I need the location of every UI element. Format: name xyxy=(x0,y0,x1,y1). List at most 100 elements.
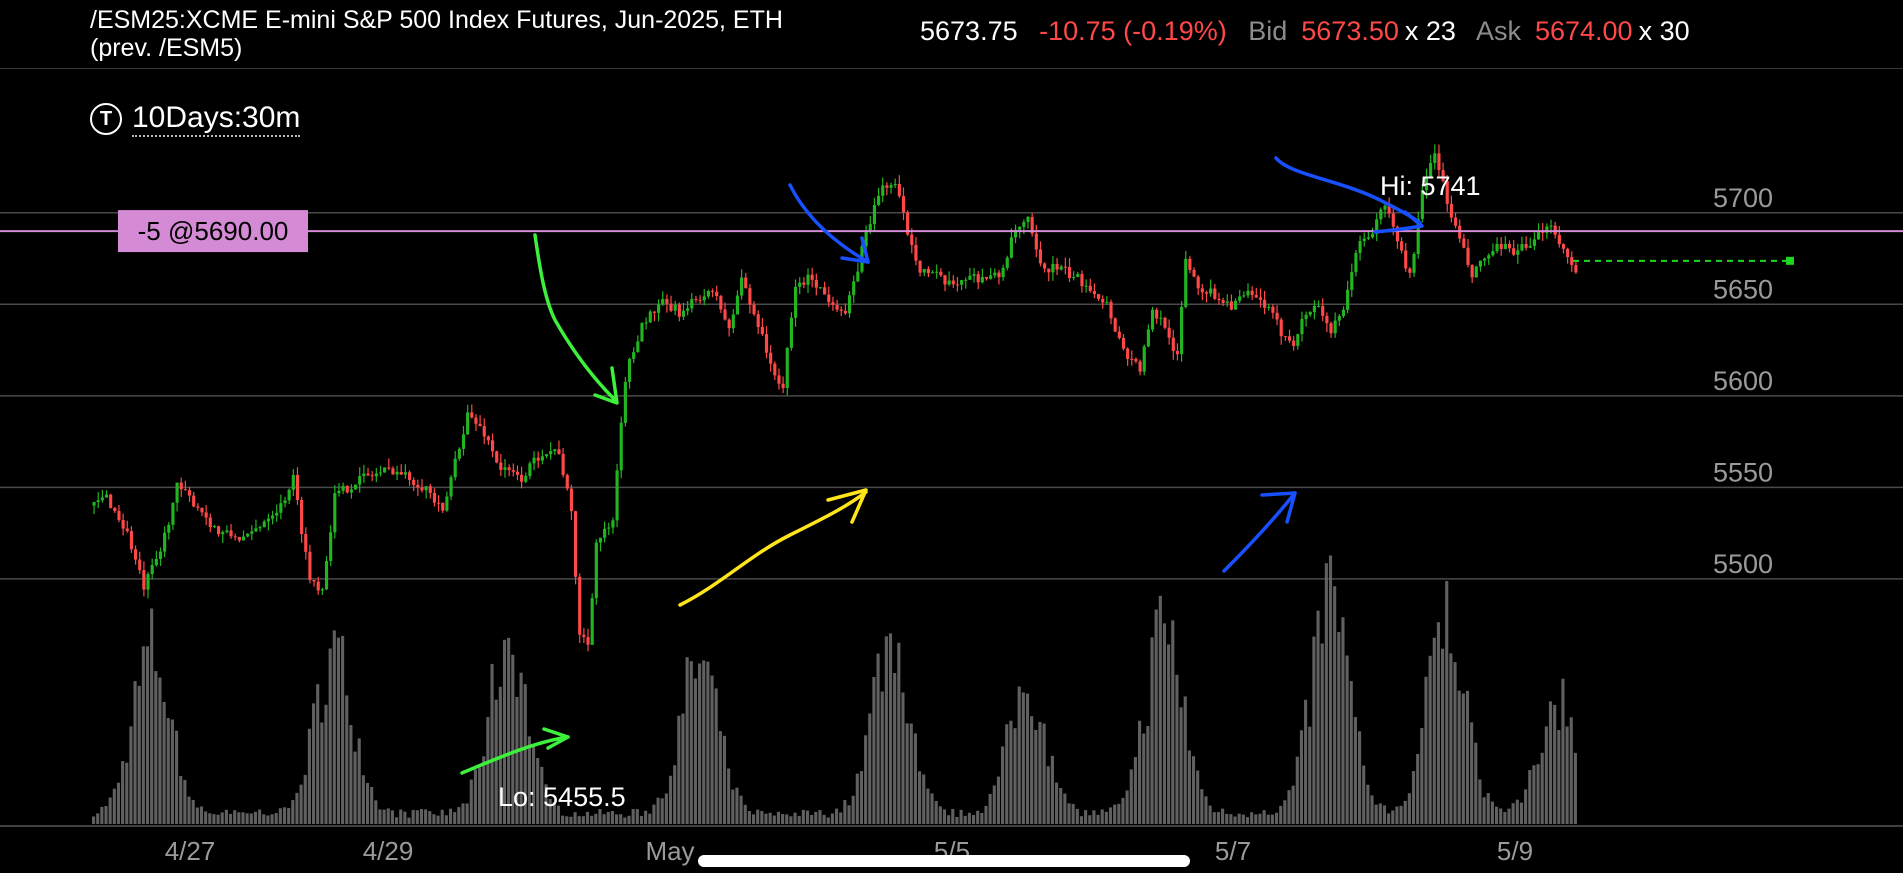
volume-bar xyxy=(1200,789,1204,824)
candle-body xyxy=(1063,266,1067,268)
volume-bar xyxy=(1345,655,1349,824)
candle-body xyxy=(1233,300,1238,310)
volume-bar xyxy=(561,815,565,824)
candle-body xyxy=(179,482,183,490)
candle-body xyxy=(598,537,603,543)
volume-bar xyxy=(1548,701,1553,824)
candle-body xyxy=(677,304,681,317)
candle-body xyxy=(113,507,117,511)
candle-body xyxy=(582,634,586,637)
volume-bar xyxy=(154,671,158,824)
candle-body xyxy=(366,473,370,476)
volume-bar xyxy=(615,814,619,824)
volume-bar xyxy=(656,797,660,824)
volume-bar xyxy=(295,792,299,824)
volume-bar xyxy=(1416,753,1420,824)
candle-body xyxy=(731,314,735,329)
candle-body xyxy=(1499,243,1503,249)
volume-bar xyxy=(469,779,473,824)
candle-body xyxy=(740,277,744,296)
candle-body xyxy=(1466,247,1470,265)
volume-bar xyxy=(1001,746,1005,824)
candle-body xyxy=(690,299,694,309)
hand-drawn-annotations xyxy=(460,156,1424,775)
volume-bar xyxy=(424,809,428,824)
volume-bar xyxy=(1420,728,1424,824)
volume-bar xyxy=(112,788,116,824)
candle-body xyxy=(246,533,250,537)
volume-bar xyxy=(556,805,561,824)
candle-body xyxy=(449,477,453,497)
candle-body xyxy=(636,341,640,353)
volume-bar xyxy=(399,809,403,824)
volume-bar xyxy=(548,799,552,824)
volume-bar xyxy=(959,809,963,824)
candle-body xyxy=(997,272,1001,278)
candle-body xyxy=(466,412,470,435)
candle-body xyxy=(441,502,445,511)
candle-body xyxy=(881,185,885,196)
volume-bar xyxy=(249,813,253,824)
candle-body xyxy=(96,500,100,503)
volume-bar xyxy=(1524,789,1528,824)
candle-body xyxy=(827,294,831,303)
volume-bar xyxy=(1441,648,1445,824)
candle-body xyxy=(951,280,955,285)
volume-bar xyxy=(801,809,805,824)
green-arrow-2-head xyxy=(542,727,570,750)
volume-bar xyxy=(1287,790,1291,824)
yellow-arrow xyxy=(678,490,868,607)
volume-bar xyxy=(971,815,976,824)
volume-bar xyxy=(876,653,880,824)
volume-bar xyxy=(805,810,810,824)
volume-bar xyxy=(1129,769,1133,824)
candle-body xyxy=(893,183,897,186)
volume-bar xyxy=(577,816,581,824)
candle-body xyxy=(1370,233,1375,238)
volume-bar xyxy=(1486,793,1490,824)
volume-bar xyxy=(1337,632,1341,824)
candle-body xyxy=(752,304,756,315)
candle-body xyxy=(1304,314,1308,320)
volume-bar xyxy=(274,813,278,824)
volume-bar xyxy=(1391,810,1395,824)
volume-bar xyxy=(1100,809,1104,824)
volume-bar xyxy=(872,676,876,824)
candle-body xyxy=(1570,257,1574,265)
scroll-indicator[interactable] xyxy=(698,855,1190,867)
volume-bar xyxy=(191,799,195,824)
bid-label: Bid xyxy=(1248,16,1288,46)
volume-bar xyxy=(212,814,216,824)
volume-bar xyxy=(349,725,353,824)
timeframe-selector[interactable]: T 10Days:30m xyxy=(90,99,301,139)
instrument-title[interactable]: /ESM25:XCME E-mini S&P 500 Index Futures… xyxy=(90,6,783,62)
volume-bar xyxy=(901,692,905,824)
candle-body xyxy=(715,291,719,297)
candle-body xyxy=(258,527,262,529)
volume-bar xyxy=(432,814,436,824)
volume-bar xyxy=(897,642,901,824)
candle-body xyxy=(549,451,553,455)
volume-bar xyxy=(1353,717,1357,824)
volume-bar xyxy=(1084,810,1088,824)
candle-body xyxy=(503,467,507,470)
candle-body xyxy=(490,440,495,452)
volume-bar xyxy=(287,808,291,824)
candle-body xyxy=(1067,267,1072,279)
volume-bar xyxy=(1279,805,1283,824)
volume-bar xyxy=(440,809,444,824)
candle-body xyxy=(304,533,308,552)
candle-body xyxy=(225,530,229,533)
candle-body xyxy=(1072,277,1076,279)
volume-bar xyxy=(1449,653,1453,824)
volume-bar xyxy=(1557,730,1561,824)
volume-bar xyxy=(316,684,320,824)
volume-bar xyxy=(125,762,129,824)
volume-bar xyxy=(1482,797,1486,824)
volume-bar xyxy=(1196,770,1200,824)
volume-bar xyxy=(162,701,166,824)
candle-body xyxy=(993,272,997,276)
volume-bar xyxy=(814,811,818,824)
candle-body xyxy=(1512,248,1516,255)
